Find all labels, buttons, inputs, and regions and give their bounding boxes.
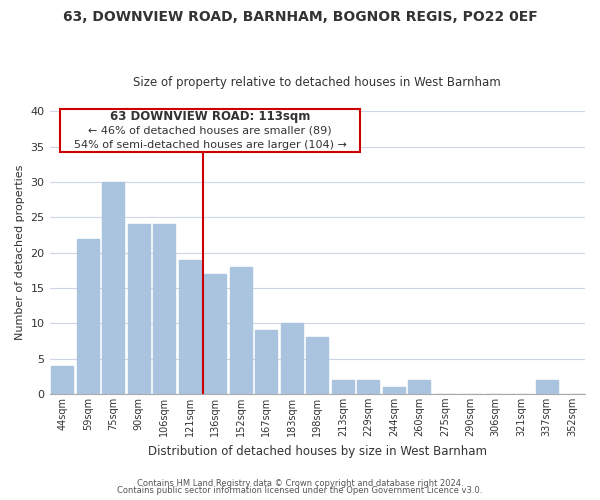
- Bar: [281, 324, 302, 394]
- FancyBboxPatch shape: [60, 108, 360, 152]
- Title: Size of property relative to detached houses in West Barnham: Size of property relative to detached ho…: [133, 76, 501, 90]
- Bar: [358, 380, 379, 394]
- X-axis label: Distribution of detached houses by size in West Barnham: Distribution of detached houses by size …: [148, 444, 487, 458]
- Text: 63 DOWNVIEW ROAD: 113sqm: 63 DOWNVIEW ROAD: 113sqm: [110, 110, 310, 123]
- Bar: [103, 182, 124, 394]
- Bar: [383, 387, 404, 394]
- Bar: [128, 224, 149, 394]
- Text: 63, DOWNVIEW ROAD, BARNHAM, BOGNOR REGIS, PO22 0EF: 63, DOWNVIEW ROAD, BARNHAM, BOGNOR REGIS…: [62, 10, 538, 24]
- Bar: [179, 260, 200, 394]
- Bar: [256, 330, 277, 394]
- Bar: [332, 380, 353, 394]
- Text: Contains public sector information licensed under the Open Government Licence v3: Contains public sector information licen…: [118, 486, 482, 495]
- Bar: [230, 267, 251, 394]
- Bar: [536, 380, 557, 394]
- Text: ← 46% of detached houses are smaller (89): ← 46% of detached houses are smaller (89…: [88, 126, 332, 136]
- Bar: [409, 380, 430, 394]
- Bar: [154, 224, 175, 394]
- Text: Contains HM Land Registry data © Crown copyright and database right 2024.: Contains HM Land Registry data © Crown c…: [137, 478, 463, 488]
- Bar: [77, 238, 98, 394]
- Bar: [52, 366, 73, 394]
- Bar: [205, 274, 226, 394]
- Y-axis label: Number of detached properties: Number of detached properties: [15, 165, 25, 340]
- Text: 54% of semi-detached houses are larger (104) →: 54% of semi-detached houses are larger (…: [74, 140, 347, 149]
- Bar: [307, 338, 328, 394]
